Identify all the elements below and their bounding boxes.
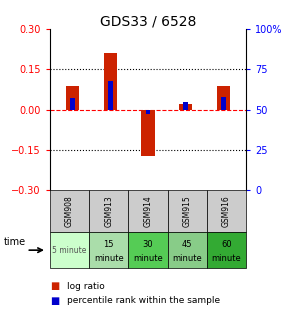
Text: GSM916: GSM916 xyxy=(222,195,231,227)
Title: GDS33 / 6528: GDS33 / 6528 xyxy=(100,14,196,28)
Bar xyxy=(104,54,117,110)
Bar xyxy=(183,101,188,110)
Text: 60: 60 xyxy=(221,240,232,249)
Text: 5 minute: 5 minute xyxy=(52,246,87,255)
Bar xyxy=(66,86,79,110)
Text: minute: minute xyxy=(133,253,163,263)
Text: log ratio: log ratio xyxy=(67,282,105,291)
Bar xyxy=(221,97,226,110)
Text: 15: 15 xyxy=(103,240,114,249)
Text: 30: 30 xyxy=(143,240,153,249)
Bar xyxy=(146,110,150,114)
Bar xyxy=(108,81,113,110)
Text: ■: ■ xyxy=(50,281,59,291)
Text: GSM913: GSM913 xyxy=(104,195,113,227)
Bar xyxy=(179,104,192,110)
Text: minute: minute xyxy=(212,253,241,263)
Text: time: time xyxy=(4,237,26,247)
Text: GSM908: GSM908 xyxy=(65,195,74,227)
Text: 45: 45 xyxy=(182,240,193,249)
Bar xyxy=(70,98,75,110)
Text: minute: minute xyxy=(94,253,124,263)
Bar xyxy=(217,86,230,110)
Text: GSM914: GSM914 xyxy=(144,195,152,227)
Text: ■: ■ xyxy=(50,296,59,306)
Bar xyxy=(141,110,155,156)
Text: minute: minute xyxy=(172,253,202,263)
Text: GSM915: GSM915 xyxy=(183,195,192,227)
Text: percentile rank within the sample: percentile rank within the sample xyxy=(67,296,221,305)
